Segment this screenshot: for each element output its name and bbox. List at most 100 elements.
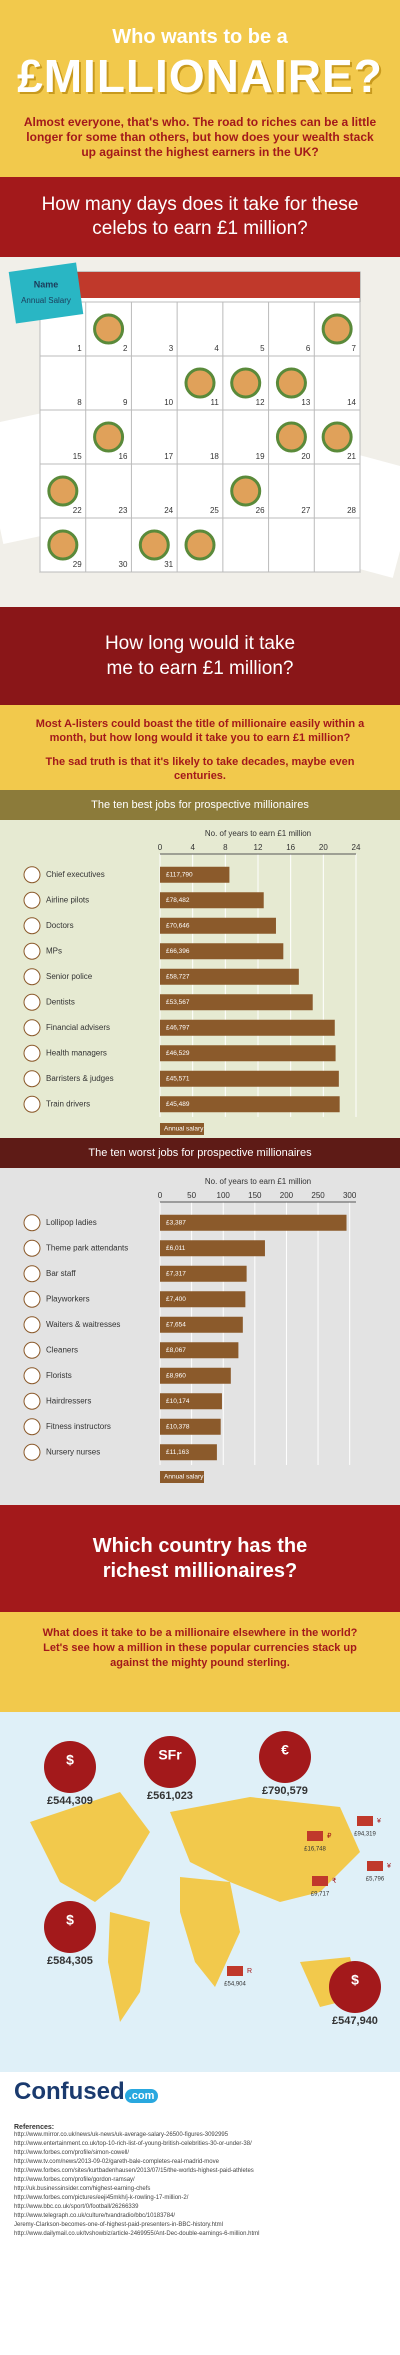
job-label: Bar staff (46, 1269, 76, 1278)
note-name: Name (34, 279, 59, 289)
job-label: Nursery nurses (46, 1447, 100, 1456)
day-number: 27 (301, 506, 310, 515)
x-tick-label: 0 (158, 1191, 163, 1200)
currency-symbol: ¥ (387, 1863, 391, 1870)
axis-label: No. of years to earn £1 million (205, 829, 311, 838)
salary-label: £7,400 (166, 1296, 186, 1303)
salary-label: £53,567 (166, 999, 190, 1006)
job-label: Florists (46, 1371, 72, 1380)
bar (160, 1265, 247, 1282)
bar (160, 994, 313, 1011)
salary-label: £10,378 (166, 1423, 190, 1430)
job-label: Hairdressers (46, 1396, 91, 1405)
bar (160, 968, 299, 985)
salary-label: £117,790 (166, 871, 193, 878)
job-icon (23, 1019, 41, 1037)
currency-symbol: $ (66, 1752, 74, 1768)
day-number: 8 (77, 398, 82, 407)
day-number: 20 (301, 452, 310, 461)
reference: http://www.mirror.co.uk/news/uk-news/uk-… (14, 2132, 229, 2138)
job-label: Dentists (46, 997, 75, 1006)
job-label: Train drivers (46, 1099, 90, 1108)
currency-symbol: R (247, 1968, 252, 1975)
day-number: 16 (119, 452, 128, 461)
job-label: Health managers (46, 1048, 107, 1057)
currency-badge (329, 1961, 381, 2013)
day-number: 11 (211, 398, 220, 407)
currency-value: £16,748 (304, 1847, 326, 1853)
salary-label: £78,482 (166, 897, 190, 904)
bar (160, 1096, 340, 1113)
job-label: Lollipop ladies (46, 1218, 97, 1227)
day-number: 31 (164, 560, 173, 569)
x-tick-label: 50 (187, 1191, 196, 1200)
salary-label: £7,317 (166, 1270, 186, 1277)
flag (312, 1876, 328, 1886)
job-icon (23, 1316, 41, 1334)
currency-value: £547,940 (332, 2015, 378, 2027)
day-number: 17 (164, 452, 173, 461)
salary-label: £7,654 (166, 1321, 186, 1328)
day-number: 18 (210, 452, 219, 461)
bar (160, 1418, 221, 1435)
day-number: 19 (256, 452, 265, 461)
salary-label: £6,011 (166, 1245, 186, 1252)
job-label: Cleaners (46, 1345, 78, 1354)
legend: Annual salary (164, 1474, 204, 1481)
day-number: 28 (347, 506, 356, 515)
world-heading: Which country has the richest millionair… (92, 1534, 308, 1582)
note-salary: Annual Salary (21, 296, 71, 305)
worst-jobs-chart: The ten worst jobs for prospective milli… (0, 1138, 400, 1505)
celeb-portrait (93, 313, 125, 345)
axis-label: No. of years to earn £1 million (205, 1177, 311, 1186)
day-number: 15 (73, 452, 82, 461)
day-number: 5 (260, 344, 265, 353)
currency-badge (44, 1741, 96, 1793)
refs: http://www.mirror.co.uk/news/uk-news/uk-… (14, 2131, 386, 2239)
calendar-sheet (39, 271, 361, 573)
currency-symbol: $ (351, 1972, 359, 1988)
bar (160, 943, 284, 960)
currency-badge (144, 1736, 196, 1788)
day-number: 30 (119, 560, 128, 569)
salary-label: £8,960 (166, 1372, 186, 1379)
bar (160, 1214, 347, 1231)
currency-value: £790,579 (262, 1785, 308, 1797)
currency-value: £5,796 (366, 1877, 385, 1883)
x-tick-label: 24 (352, 843, 361, 852)
salary-label: £46,797 (166, 1024, 190, 1031)
job-label: MPs (46, 946, 62, 955)
eurasia (170, 1797, 360, 1902)
salary-label: £45,571 (166, 1075, 190, 1082)
bar (160, 1367, 231, 1384)
reference: http://www.forbes.com/sites/kurtbadenhau… (14, 2168, 254, 2174)
job-label: Waiters & waitresses (46, 1320, 120, 1329)
currency-badge (44, 1901, 96, 1953)
bar (160, 1342, 239, 1359)
day-number: 1 (77, 344, 82, 353)
me-text: Most A-listers could boast the title of … (0, 705, 400, 790)
world-text: What does it take to be a millionaire el… (0, 1612, 400, 1712)
chart-title: The ten best jobs for prospective millio… (91, 799, 309, 811)
job-icon (23, 993, 41, 1011)
celeb-portrait (230, 475, 262, 507)
reference: http://www.forbes.com/profile/simon-cowe… (14, 2150, 130, 2156)
salary-label: £8,067 (166, 1347, 186, 1354)
job-icon (23, 866, 41, 884)
currency-value: £9,717 (311, 1892, 330, 1898)
job-label: Doctors (46, 921, 74, 930)
celeb-portrait (321, 313, 353, 345)
south-america (108, 1912, 150, 2022)
day-number: 23 (119, 506, 128, 515)
job-icon (23, 1392, 41, 1410)
me-para: The sad truth is that it's likely to tak… (45, 756, 355, 782)
celeb-portrait (275, 367, 307, 399)
job-icon (23, 1095, 41, 1113)
me-band: How long would it take me to earn £1 mil… (0, 607, 400, 705)
job-icon (23, 1265, 41, 1283)
day-number: 12 (256, 398, 265, 407)
footer: Confused .com References: http://www.mirr… (0, 2072, 400, 2355)
bar (160, 1240, 265, 1257)
legend-swatch (160, 1471, 204, 1483)
